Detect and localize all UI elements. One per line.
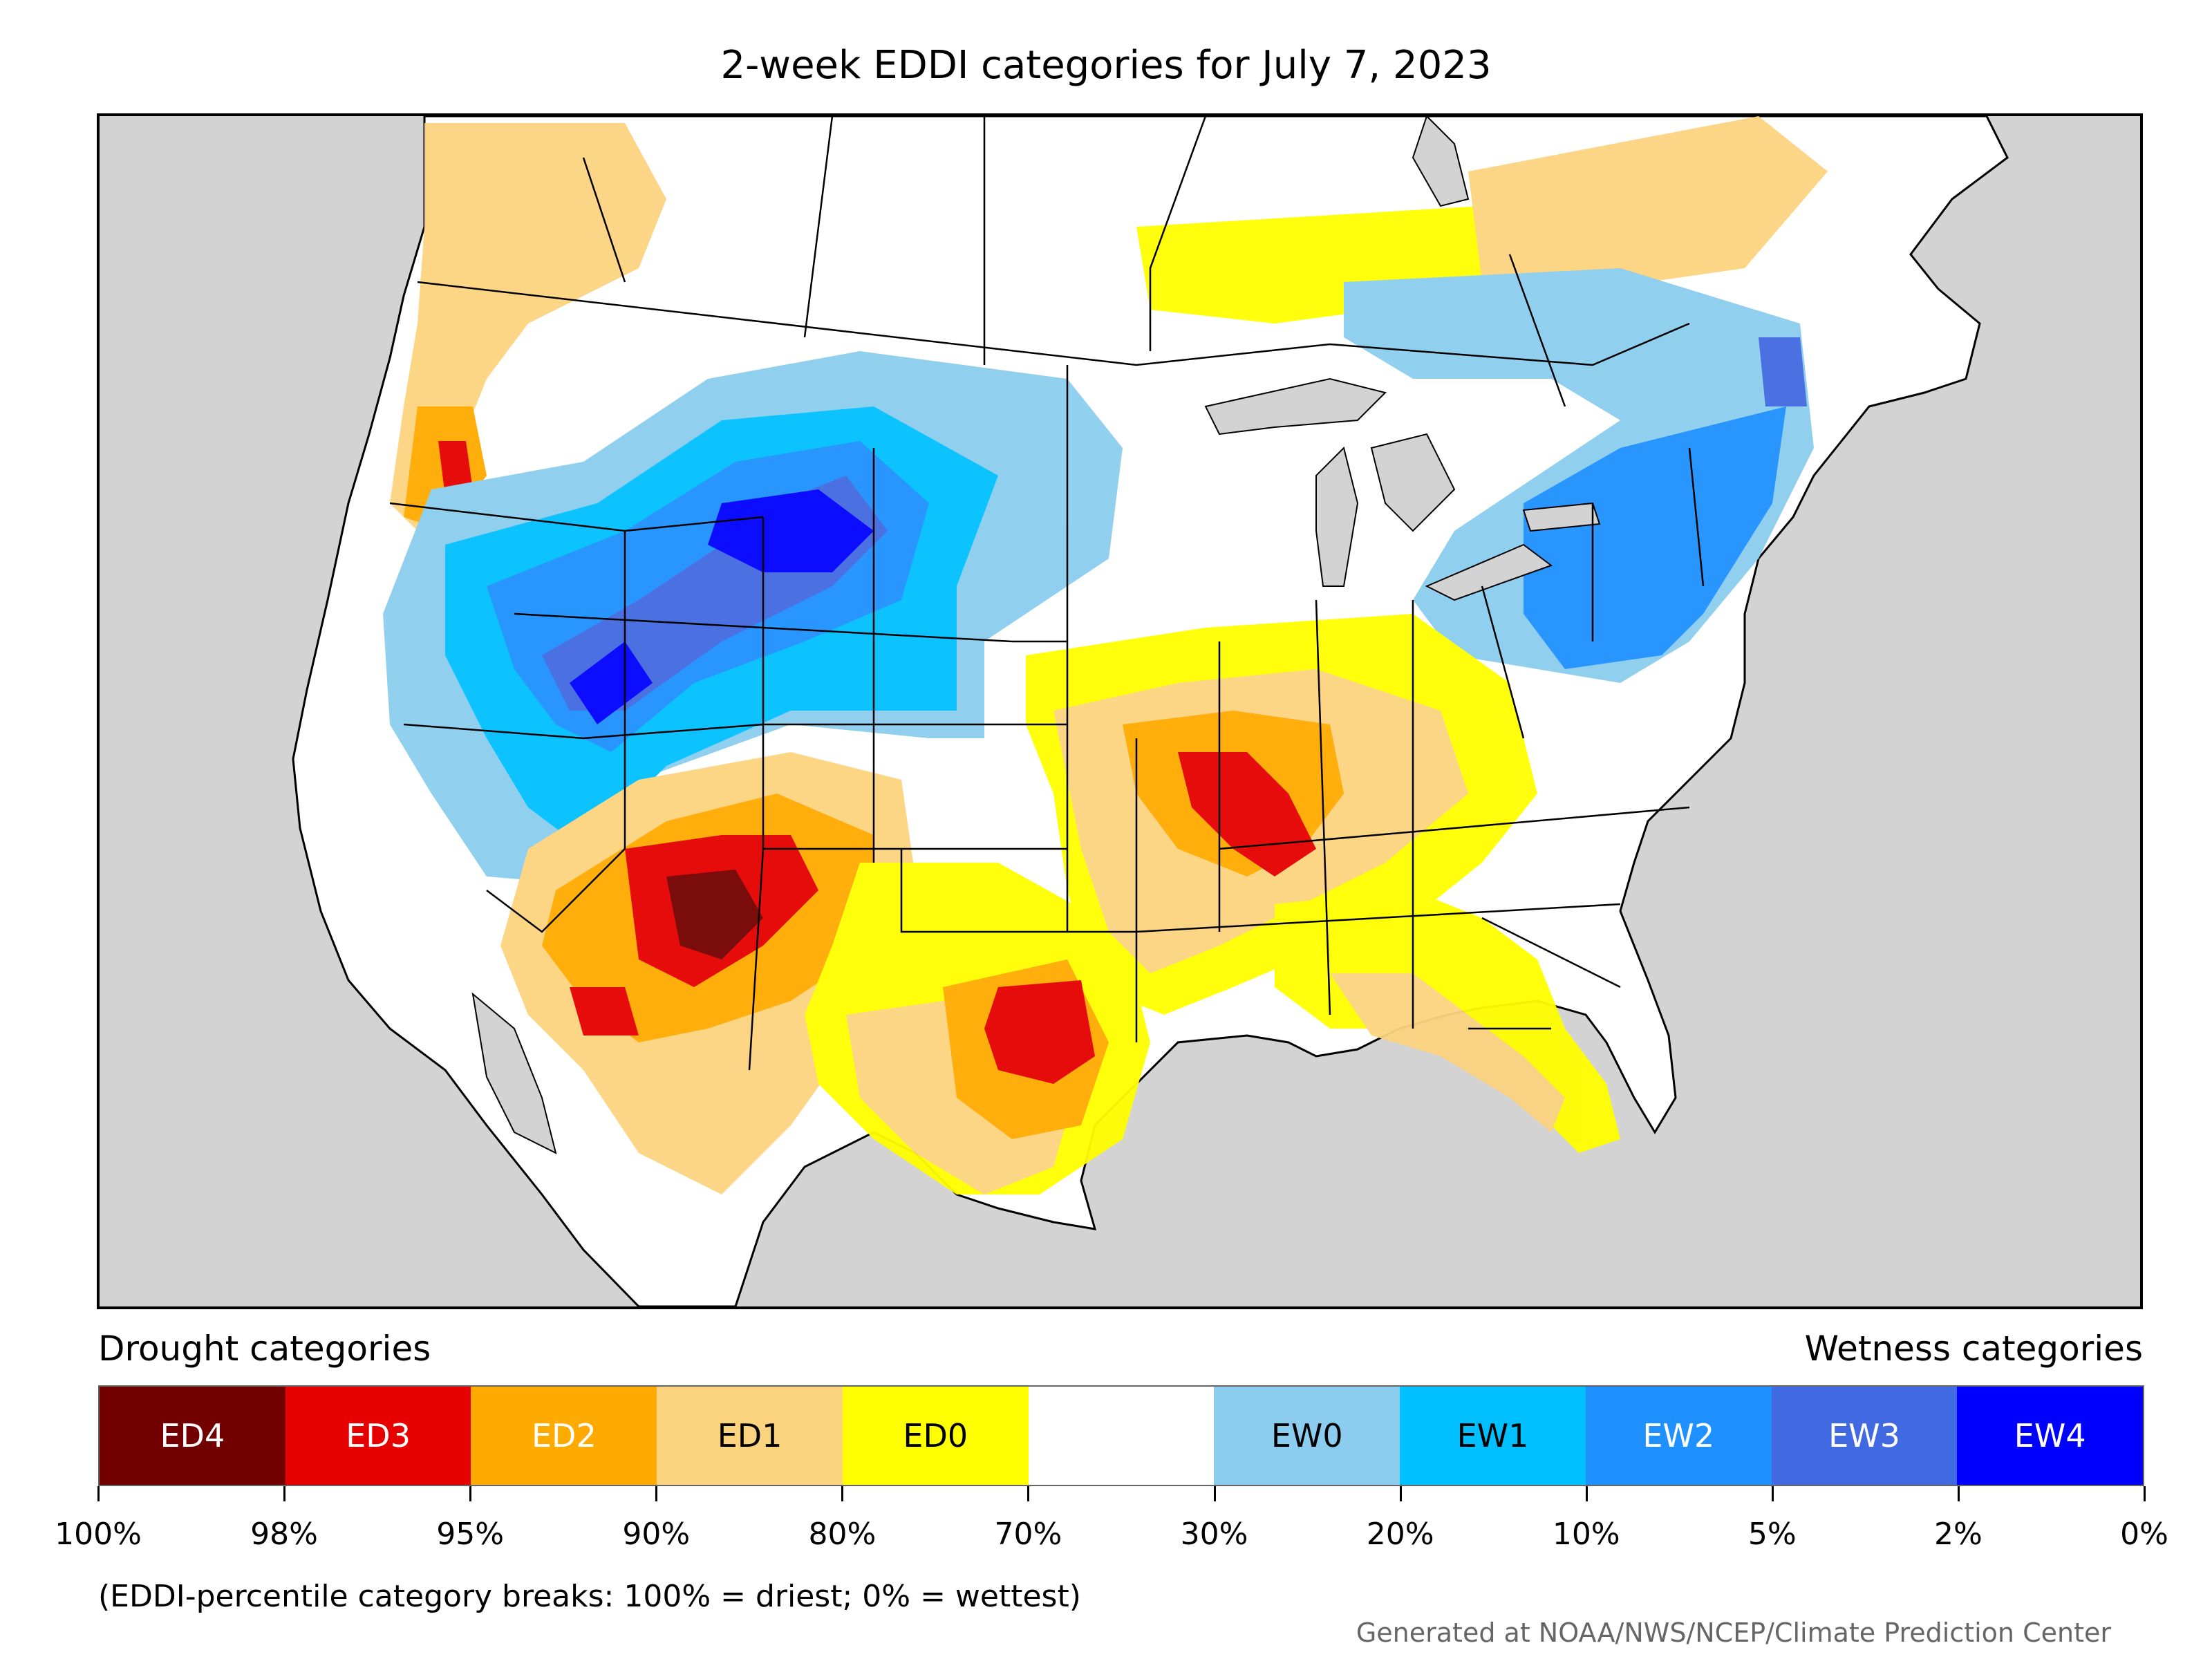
- colorbar-tick-label: 98%: [250, 1517, 318, 1552]
- drought-categories-title: Drought categories: [98, 1329, 431, 1369]
- map-canvas: [100, 116, 2140, 1306]
- colorbar-tick-label: 10%: [1552, 1517, 1620, 1552]
- colorbar-tick: [655, 1486, 658, 1501]
- colorbar-tick-label: 2%: [1934, 1517, 1983, 1552]
- colorbar-tick: [1585, 1486, 1588, 1501]
- colorbar-segment: EW0: [1214, 1387, 1400, 1485]
- colorbar-segment: ED3: [285, 1387, 471, 1485]
- colorbar-segment: [1028, 1387, 1215, 1485]
- colorbar-tick-label: 20%: [1366, 1517, 1434, 1552]
- colorbar-tick-label: 0%: [2120, 1517, 2168, 1552]
- category-regions: [383, 116, 1828, 1194]
- baja-gulf: [471, 992, 557, 1154]
- colorbar-tick: [841, 1486, 844, 1501]
- category-colorbar: ED4 ED3 ED2 ED1 ED0 EW0 EW1 EW2 EW3 EW4: [98, 1385, 2144, 1486]
- colorbar-ticks: [97, 1486, 2146, 1507]
- great-lakes: [1204, 116, 1601, 601]
- colorbar-segment: EW3: [1771, 1387, 1958, 1485]
- colorbar-segment: EW1: [1400, 1387, 1586, 1485]
- map-title: 2-week EDDI categories for July 7, 2023: [720, 43, 1492, 88]
- colorbar-tick: [2144, 1486, 2146, 1501]
- colorbar-tick-label: 90%: [622, 1517, 691, 1552]
- credit-text: Generated at NOAA/NWS/NCEP/Climate Predi…: [1356, 1618, 2111, 1648]
- colorbar-tick-label: 80%: [808, 1517, 877, 1552]
- colorbar-tick: [1771, 1486, 1774, 1501]
- category-note: (EDDI-percentile category breaks: 100% =…: [98, 1579, 1081, 1614]
- colorbar-tick: [469, 1486, 472, 1501]
- colorbar-tick: [1027, 1486, 1030, 1501]
- colorbar-segment: EW4: [1957, 1387, 2144, 1485]
- colorbar-tick: [97, 1486, 100, 1501]
- colorbar-segment: ED1: [657, 1387, 843, 1485]
- colorbar-tick: [1957, 1486, 1960, 1501]
- colorbar-tick-label: 70%: [994, 1517, 1062, 1552]
- colorbar-tick-label: 100%: [55, 1517, 142, 1552]
- colorbar-segment: EW2: [1585, 1387, 1772, 1485]
- wetness-categories-title: Wetness categories: [1804, 1329, 2143, 1369]
- eddi-map: [97, 113, 2143, 1309]
- colorbar-segment: ED4: [100, 1387, 285, 1485]
- political-boundaries: [389, 116, 1705, 1071]
- colorbar-tick-label: 5%: [1747, 1517, 1797, 1552]
- colorbar-tick-label: 95%: [436, 1517, 505, 1552]
- colorbar-tick-label: 30%: [1180, 1517, 1248, 1552]
- colorbar-tick: [1213, 1486, 1216, 1501]
- colorbar-segment: ED2: [471, 1387, 657, 1485]
- colorbar-segment: ED0: [842, 1387, 1029, 1485]
- colorbar-tick: [1399, 1486, 1402, 1501]
- colorbar-tick: [283, 1486, 286, 1501]
